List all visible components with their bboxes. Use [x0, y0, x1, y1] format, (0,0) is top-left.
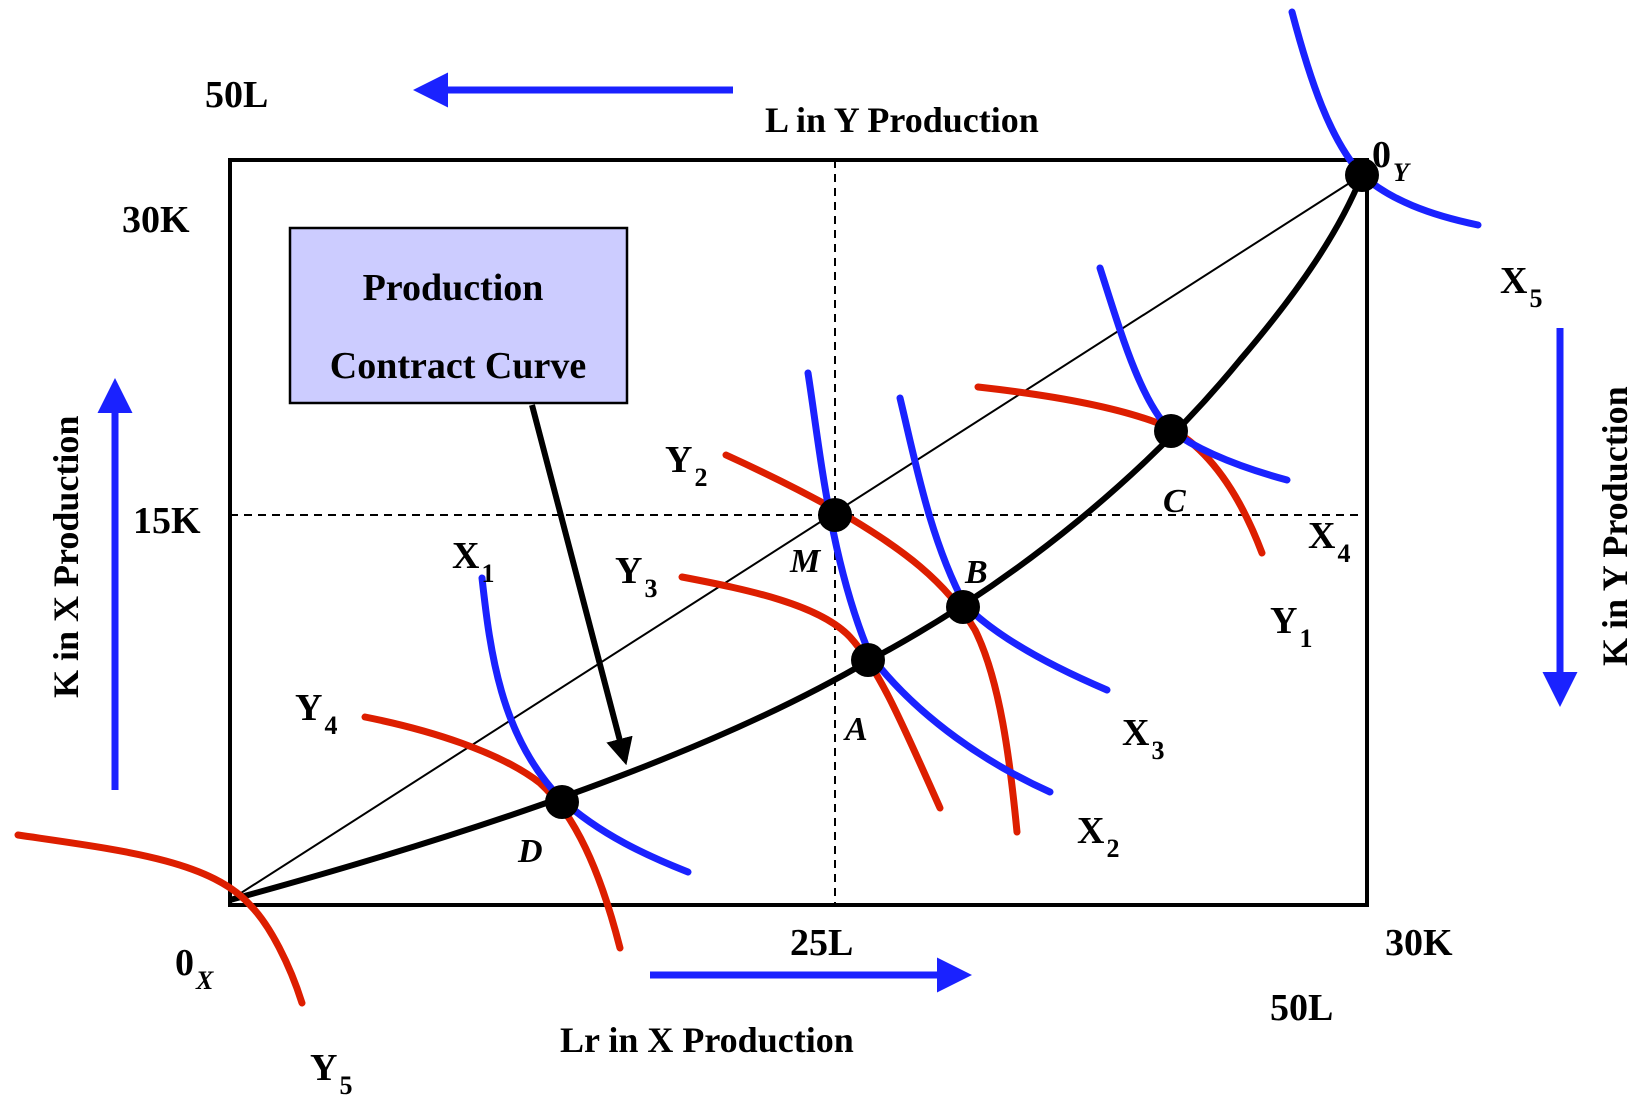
isoquant-y2: [722, 451, 1021, 836]
point-c-dot: [1154, 414, 1188, 448]
isoquant-y3: [678, 573, 944, 812]
isoquant-y5: [14, 831, 306, 1007]
label-15K: 15K: [133, 500, 201, 542]
isoquant-y4-label: Y4: [295, 687, 337, 740]
label-30K-right: 30K: [1385, 922, 1453, 964]
callout-line2: Contract Curve: [330, 345, 586, 387]
isoquant-x1: [478, 574, 692, 876]
isoquant-y2-label: Y2: [665, 439, 707, 492]
point-a-label: A: [843, 711, 868, 748]
label-25L: 25L: [790, 922, 853, 964]
isoquant-y1: [974, 383, 1266, 557]
callout-line1: Production: [363, 267, 544, 309]
origin-y-dot: [1345, 158, 1379, 192]
label-top-axis: L in Y Production: [765, 100, 1039, 140]
isoquant-y3-label: Y3: [615, 550, 657, 603]
origin-y-label: 0Y: [1372, 134, 1411, 187]
label-50L-bottom-right: 50L: [1270, 987, 1333, 1029]
point-b-dot: [946, 590, 980, 624]
callout-pointer-arrow: [529, 404, 633, 766]
point-m-dot: [818, 498, 852, 532]
isoquant-x4: [1096, 264, 1291, 484]
point-d-label: D: [517, 833, 543, 870]
label-30K-left: 30K: [122, 199, 190, 241]
point-c-label: C: [1163, 483, 1186, 520]
isoquant-x3-label: X3: [1122, 712, 1164, 765]
point-a-dot: [851, 643, 885, 677]
isoquant-y4: [361, 713, 624, 952]
point-m-label: M: [789, 543, 822, 580]
label-bottom-axis: Lr in X Production: [560, 1020, 854, 1060]
diagonal-line: [229, 174, 1363, 901]
isoquant-x5-label: X5: [1500, 260, 1542, 313]
isoquant-x3: [896, 394, 1111, 694]
edgeworth-box: [228, 158, 1369, 907]
label-50L-top-left: 50L: [205, 74, 268, 116]
isoquant-y5-label: Y5: [310, 1047, 352, 1100]
label-right-axis: K in Y Production: [1595, 386, 1634, 666]
point-b-label: B: [964, 554, 988, 591]
isoquant-y1-label: Y1: [1270, 600, 1312, 653]
label-left-axis: K in X Production: [46, 416, 86, 698]
origin-x-label: 0X: [175, 942, 214, 995]
isoquant-x1-label: X1: [452, 535, 494, 588]
point-d-dot: [545, 785, 579, 819]
isoquant-x5: [1288, 8, 1482, 229]
isoquant-x4-label: X4: [1308, 515, 1350, 568]
contract-curve-callout-box: [288, 226, 629, 405]
isoquant-x2-label: X2: [1077, 810, 1119, 863]
